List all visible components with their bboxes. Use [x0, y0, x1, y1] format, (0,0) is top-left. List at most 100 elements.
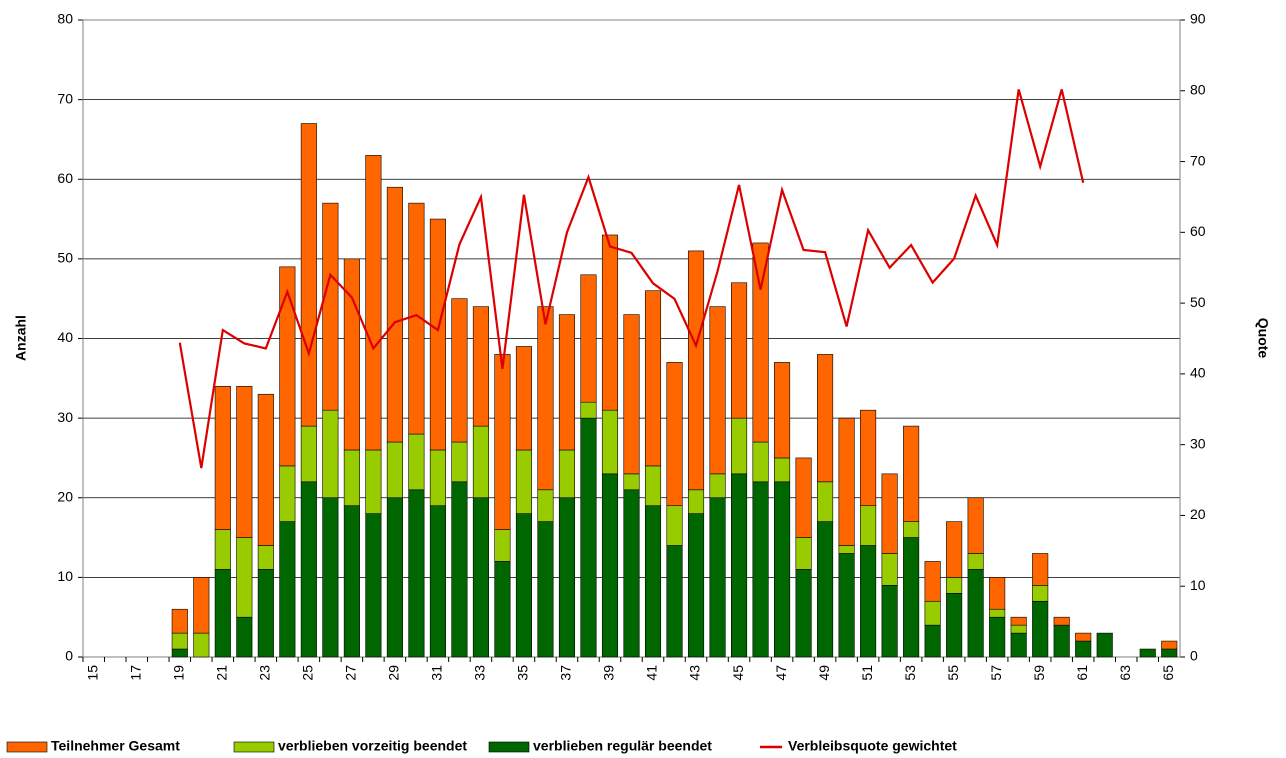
- x-tick-label: 47: [773, 665, 789, 681]
- bar-segment: [408, 433, 425, 491]
- bar-segment: [924, 624, 941, 658]
- y2-tick-label: 40: [1190, 365, 1206, 381]
- bar-segment: [1053, 616, 1070, 626]
- y-tick-label: 20: [57, 488, 73, 504]
- bar-segment: [1139, 648, 1156, 658]
- line-series: [178, 89, 1085, 469]
- bar-segment: [472, 306, 489, 427]
- bar-segment: [193, 577, 210, 634]
- bar-segment: [365, 513, 382, 658]
- bar-segment: [537, 521, 554, 658]
- legend-swatch: [233, 741, 275, 753]
- x-tick-label: 43: [687, 665, 703, 681]
- bar-segment: [214, 385, 231, 530]
- bar-segment: [967, 553, 984, 570]
- y2-tick-label: 10: [1190, 577, 1206, 593]
- y2-tick-label: 0: [1190, 648, 1198, 664]
- bar-segment: [300, 481, 317, 658]
- y-tick-label: 80: [57, 11, 73, 27]
- legend-label: verblieben regulär beendet: [533, 738, 712, 754]
- bar-segment: [860, 409, 877, 507]
- bar-segment: [1075, 640, 1092, 658]
- bar-segment: [386, 497, 403, 658]
- x-tick-label: 39: [601, 665, 617, 681]
- y2-axis-title: Quote: [1255, 318, 1271, 359]
- bar-segment: [709, 306, 726, 475]
- x-tick-label: 53: [902, 665, 918, 681]
- bar-segment: [558, 449, 576, 499]
- bar-segment: [386, 186, 403, 443]
- legend-label: Teilnehmer Gesamt: [51, 738, 180, 754]
- bar-segment: [1096, 632, 1113, 658]
- bar-segment: [601, 409, 619, 475]
- bar-segment: [214, 569, 231, 658]
- x-tick-label: 29: [386, 665, 402, 681]
- bar-segment: [322, 202, 339, 411]
- x-tick-label: 59: [1031, 665, 1047, 681]
- bar-segment: [1010, 616, 1027, 626]
- x-tick-label: 19: [170, 665, 186, 681]
- bar-segment: [817, 521, 834, 658]
- bar-segment: [558, 497, 576, 658]
- legend-swatch: [488, 741, 530, 753]
- y2-tick-label: 50: [1190, 294, 1206, 310]
- legend-swatch: [6, 741, 48, 753]
- bar-segment: [903, 521, 920, 538]
- bar-segment: [946, 577, 963, 594]
- y2-tick-label: 20: [1190, 506, 1206, 522]
- bar-segment: [257, 569, 274, 658]
- y-tick-label: 70: [57, 90, 73, 106]
- bar-segment: [558, 314, 576, 451]
- x-tick-label: 31: [429, 665, 445, 681]
- bar-segment: [601, 234, 619, 411]
- bar-segment: [903, 425, 920, 522]
- x-tick-label: 63: [1117, 665, 1133, 681]
- bar-segment: [279, 465, 296, 522]
- x-tick-label: 27: [343, 665, 359, 681]
- bar-segment: [408, 489, 425, 658]
- x-tick-label: 51: [859, 665, 875, 681]
- bar-segment: [666, 362, 683, 507]
- bar-segment: [967, 497, 984, 554]
- bar-segment: [429, 505, 446, 658]
- bar-segment: [429, 449, 446, 507]
- bar-segment: [989, 616, 1006, 658]
- x-tick-label: 57: [988, 665, 1004, 681]
- bar-segment: [817, 354, 834, 483]
- bar-segment: [860, 505, 877, 546]
- bar-segment: [343, 258, 360, 451]
- y2-tick-label: 30: [1190, 435, 1206, 451]
- bar-segment: [903, 537, 920, 658]
- bar-segment: [1053, 624, 1070, 658]
- bar-segment: [515, 449, 532, 514]
- bar-segment: [795, 537, 812, 570]
- y2-tick-label: 60: [1190, 223, 1206, 239]
- bar-segment: [709, 473, 726, 499]
- x-tick-label: 49: [816, 665, 832, 681]
- bar-segment: [752, 242, 769, 443]
- bar-segment: [365, 155, 382, 451]
- x-tick-label: 45: [730, 665, 746, 681]
- bar-segment: [623, 314, 640, 475]
- bar-segment: [472, 497, 489, 658]
- x-tick-label: 65: [1160, 665, 1176, 681]
- bar-segment: [687, 250, 705, 491]
- y-tick-label: 30: [57, 409, 73, 425]
- bar-segment: [279, 266, 296, 467]
- x-tick-label: 55: [945, 665, 961, 681]
- x-tick-label: 35: [515, 665, 531, 681]
- bar-segment: [236, 616, 253, 658]
- bar-segment: [623, 489, 640, 658]
- legend-label: Verbleibsquote gewichtet: [788, 738, 957, 754]
- bar-segment: [774, 362, 791, 459]
- legend-label: verblieben vorzeitig beendet: [278, 738, 467, 754]
- bar-segment: [774, 481, 791, 658]
- bar-segment: [257, 545, 274, 570]
- bar-segment: [171, 648, 188, 658]
- bar-segment: [451, 441, 468, 483]
- legend: Teilnehmer Gesamt verblieben vorzeitig be…: [6, 738, 957, 754]
- bar-segment: [666, 505, 683, 546]
- bar-segment: [838, 545, 855, 554]
- bar-segment: [365, 449, 382, 514]
- x-tick-label: 17: [127, 665, 143, 681]
